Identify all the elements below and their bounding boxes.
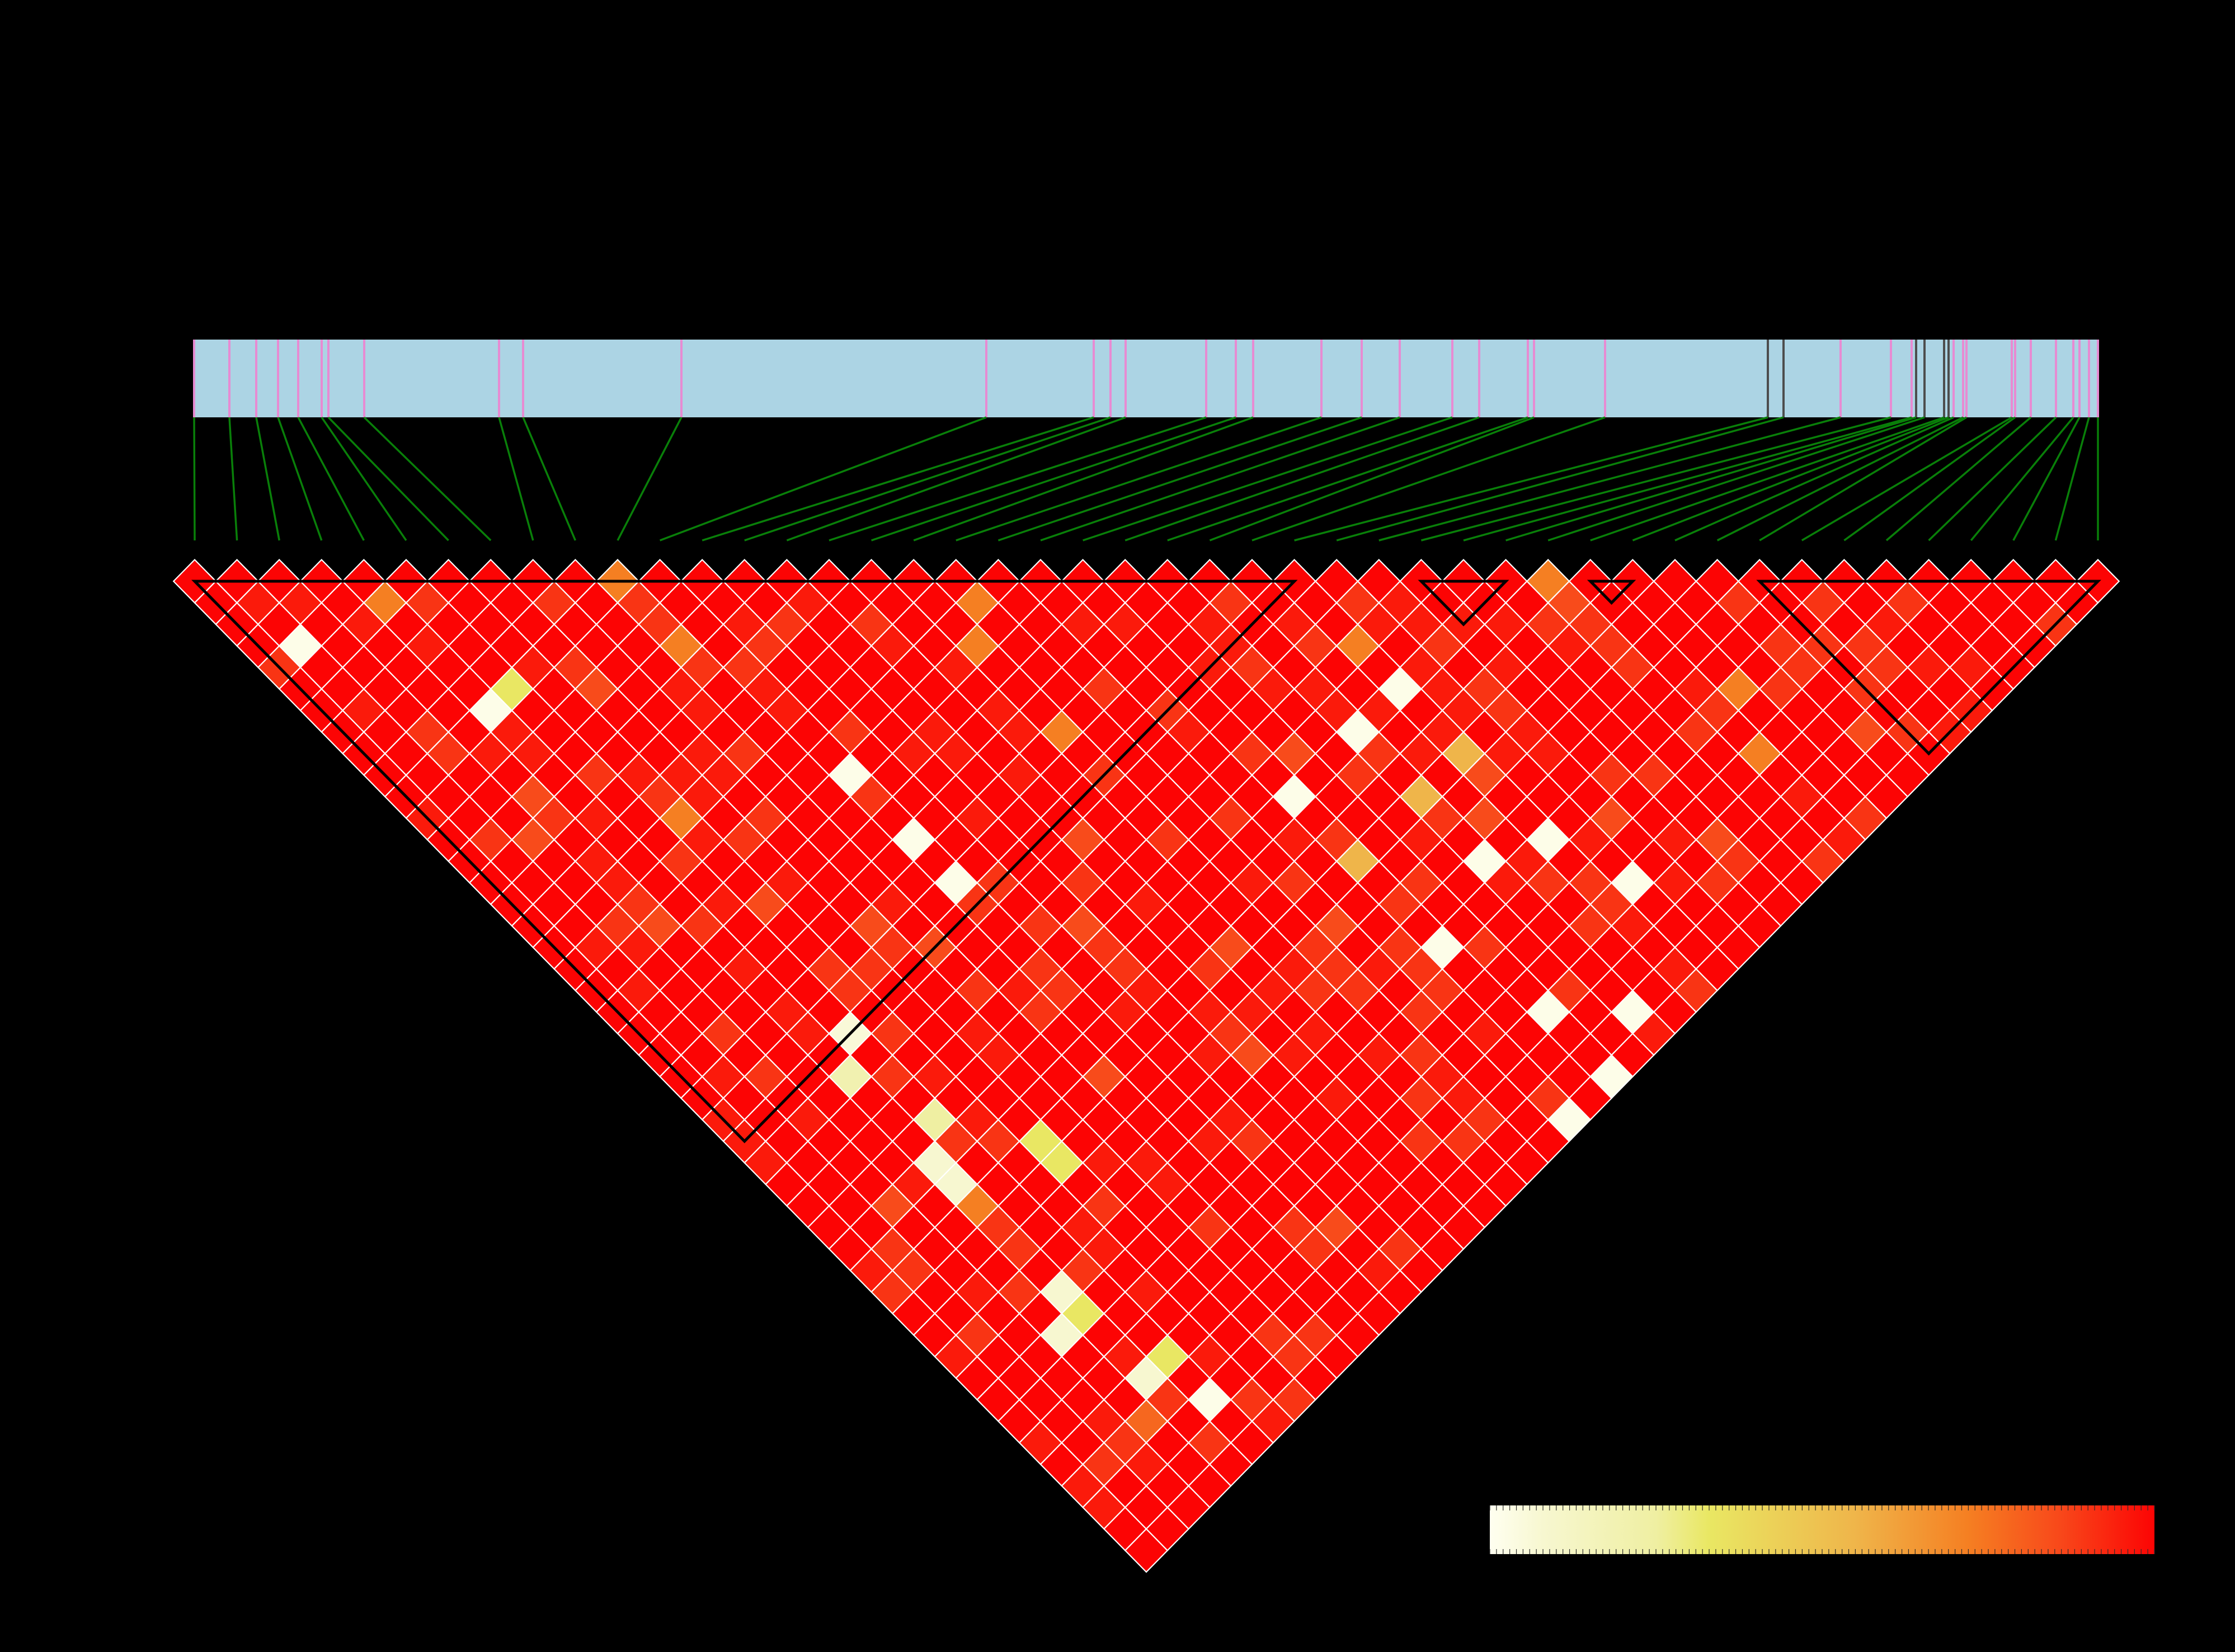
snp-connector-line [1632, 416, 1949, 542]
snp-connector-line [193, 417, 196, 541]
snp-connector-line [1505, 416, 1917, 542]
snp-connector-line [228, 417, 238, 541]
ld-block-outline [1587, 580, 1636, 605]
snp-connector-line [744, 416, 1111, 542]
snp-connector-line [1970, 416, 2074, 542]
color-key-gradient [1490, 1505, 2154, 1554]
snp-connector-line [659, 416, 987, 542]
snp-connector-line [1759, 416, 1967, 542]
snp-connector-line [327, 416, 449, 542]
snp-connector-line [617, 417, 683, 541]
snp-connector-line [1251, 416, 1606, 542]
ld-block-outline [1756, 580, 2101, 756]
snp-connector-line [1040, 416, 1400, 542]
snp-connector-line [1843, 416, 2016, 542]
snp-connector-line [2054, 417, 2090, 541]
color-key-group [1489, 1505, 2155, 1554]
snp-connector-line [1336, 416, 1784, 542]
snp-ticks-group [193, 340, 2099, 417]
ld-block-outline [1418, 580, 1509, 627]
snp-connector-line [522, 417, 577, 541]
snp-connector-line [2012, 417, 2081, 541]
snp-connector-line [997, 416, 1362, 542]
snp-connector-line [1716, 416, 1964, 542]
genomic-region-bar-group [194, 340, 2098, 417]
snp-connector-line [1547, 416, 1925, 542]
snp-connector-line [871, 416, 1236, 542]
snp-connector-line [829, 416, 1207, 542]
snp-connector-line [1420, 416, 1891, 542]
snp-connector-line [1801, 416, 2012, 542]
snp-connector-line [1885, 416, 2032, 542]
snp-connector-line [297, 417, 365, 541]
snp-connector-line [702, 416, 1094, 542]
snp-connector-line [1083, 416, 1453, 542]
snp-connector-line [277, 417, 323, 541]
genomic-region-bar [194, 340, 2098, 417]
snp-connector-line [1928, 416, 2057, 542]
snp-connector-line [255, 417, 280, 541]
snp-connector-line [1294, 416, 1768, 542]
snp-connector-line [1463, 416, 1912, 542]
snp-connector-line [363, 416, 492, 542]
snp-connectors-group [193, 416, 2099, 542]
snp-connector-line [1378, 416, 1841, 542]
snp-connector-line [498, 417, 534, 541]
snp-connector-line [1674, 416, 1954, 542]
snp-connector-line [786, 416, 1126, 542]
snp-connector-line [1167, 416, 1528, 542]
snp-connector-line [1590, 416, 1945, 542]
snp-connector-line [956, 416, 1322, 542]
snp-connector-line [1209, 416, 1535, 542]
snp-connector-line [1124, 416, 1480, 542]
ld-block-outline [191, 580, 1298, 1143]
block-outlines-group [191, 580, 2101, 1143]
snp-connector-line [321, 417, 407, 541]
snp-connector-line [913, 416, 1254, 542]
